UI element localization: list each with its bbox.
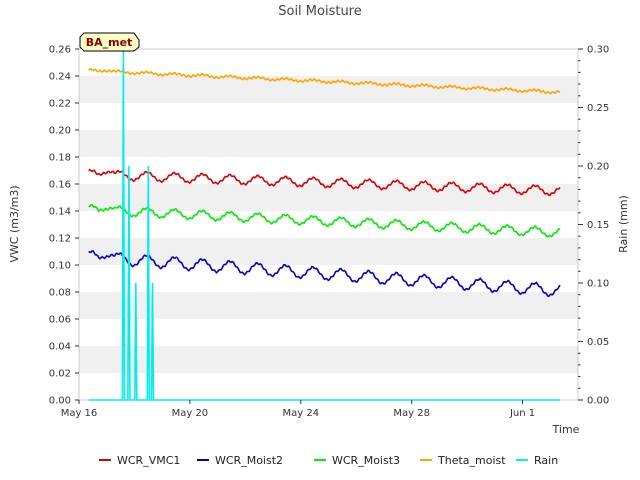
grid-band <box>79 346 578 373</box>
x-tick-label: May 16 <box>61 408 98 419</box>
axes-layer: 0.00 0.02 0.04 0.06 0.08 0.10 0.12 0.14 0.16 0.18… <box>49 45 610 420</box>
series-line-Rain <box>88 48 560 401</box>
series-line-WCR_Moist3 <box>88 203 561 238</box>
background-bands <box>79 76 578 373</box>
y-tick-label: 0.26 <box>49 45 71 56</box>
series-line-Theta_moist <box>88 68 561 95</box>
y-tick-label: 0.24 <box>49 72 71 83</box>
legend: WCR_VMC1 WCR_Moist2 WCR_Moist3 Theta_moist R… <box>99 454 558 467</box>
y2-tick-label: 0.30 <box>587 45 609 56</box>
legend-label-Rain: Rain <box>534 454 558 467</box>
legend-label-WCR_Moist3: WCR_Moist3 <box>332 454 400 467</box>
y-tick-label: 0.20 <box>49 126 71 137</box>
series-line-WCR_VMC1 <box>88 168 561 197</box>
y2-tick-label: 0.15 <box>587 220 609 231</box>
x-tick-label: May 24 <box>282 408 319 419</box>
x-tick-label: May 28 <box>393 408 430 419</box>
y2-tick-label: 0.25 <box>587 103 609 114</box>
grid-band <box>79 130 578 157</box>
y-tick-label: 0.14 <box>49 207 71 218</box>
y-tick-label: 0.04 <box>49 342 71 353</box>
y-tick-label: 0.22 <box>49 99 71 110</box>
y-axis-title: VWC (m3/m3) <box>8 185 21 262</box>
station-badge-label: BA_met <box>86 36 133 49</box>
y2-tick-label: 0.00 <box>587 396 609 407</box>
y-tick-label: 0.08 <box>49 288 71 299</box>
y-tick-label: 0.02 <box>49 369 71 380</box>
y-tick-label: 0.10 <box>49 261 71 272</box>
grid-band <box>79 76 578 103</box>
chart-title: Soil Moisture <box>278 4 362 19</box>
y-tick-label: 0.00 <box>49 396 71 407</box>
y2-axis-title: Rain (mm) <box>617 195 630 253</box>
y-tick-label: 0.12 <box>49 234 71 245</box>
legend-label-Theta_moist: Theta_moist <box>437 454 506 467</box>
y2-tick-label: 0.05 <box>587 337 609 348</box>
series-layer <box>88 48 561 401</box>
legend-label-WCR_VMC1: WCR_VMC1 <box>117 454 180 467</box>
x-axis-title: Time <box>552 423 580 436</box>
y2-tick-label: 0.10 <box>587 279 609 290</box>
grid-band <box>79 292 578 319</box>
y2-tick-label: 0.20 <box>587 162 609 173</box>
station-badge: BA_met <box>79 32 140 52</box>
y-tick-label: 0.06 <box>49 315 71 326</box>
series-line-WCR_Moist2 <box>88 250 561 298</box>
legend-label-WCR_Moist2: WCR_Moist2 <box>215 454 283 467</box>
y-tick-label: 0.18 <box>49 153 71 164</box>
x-tick-label: May 20 <box>172 408 209 419</box>
grid-band <box>79 184 578 211</box>
y-tick-label: 0.16 <box>49 180 71 191</box>
grid-band <box>79 238 578 265</box>
x-tick-label: Jun 1 <box>509 408 535 419</box>
